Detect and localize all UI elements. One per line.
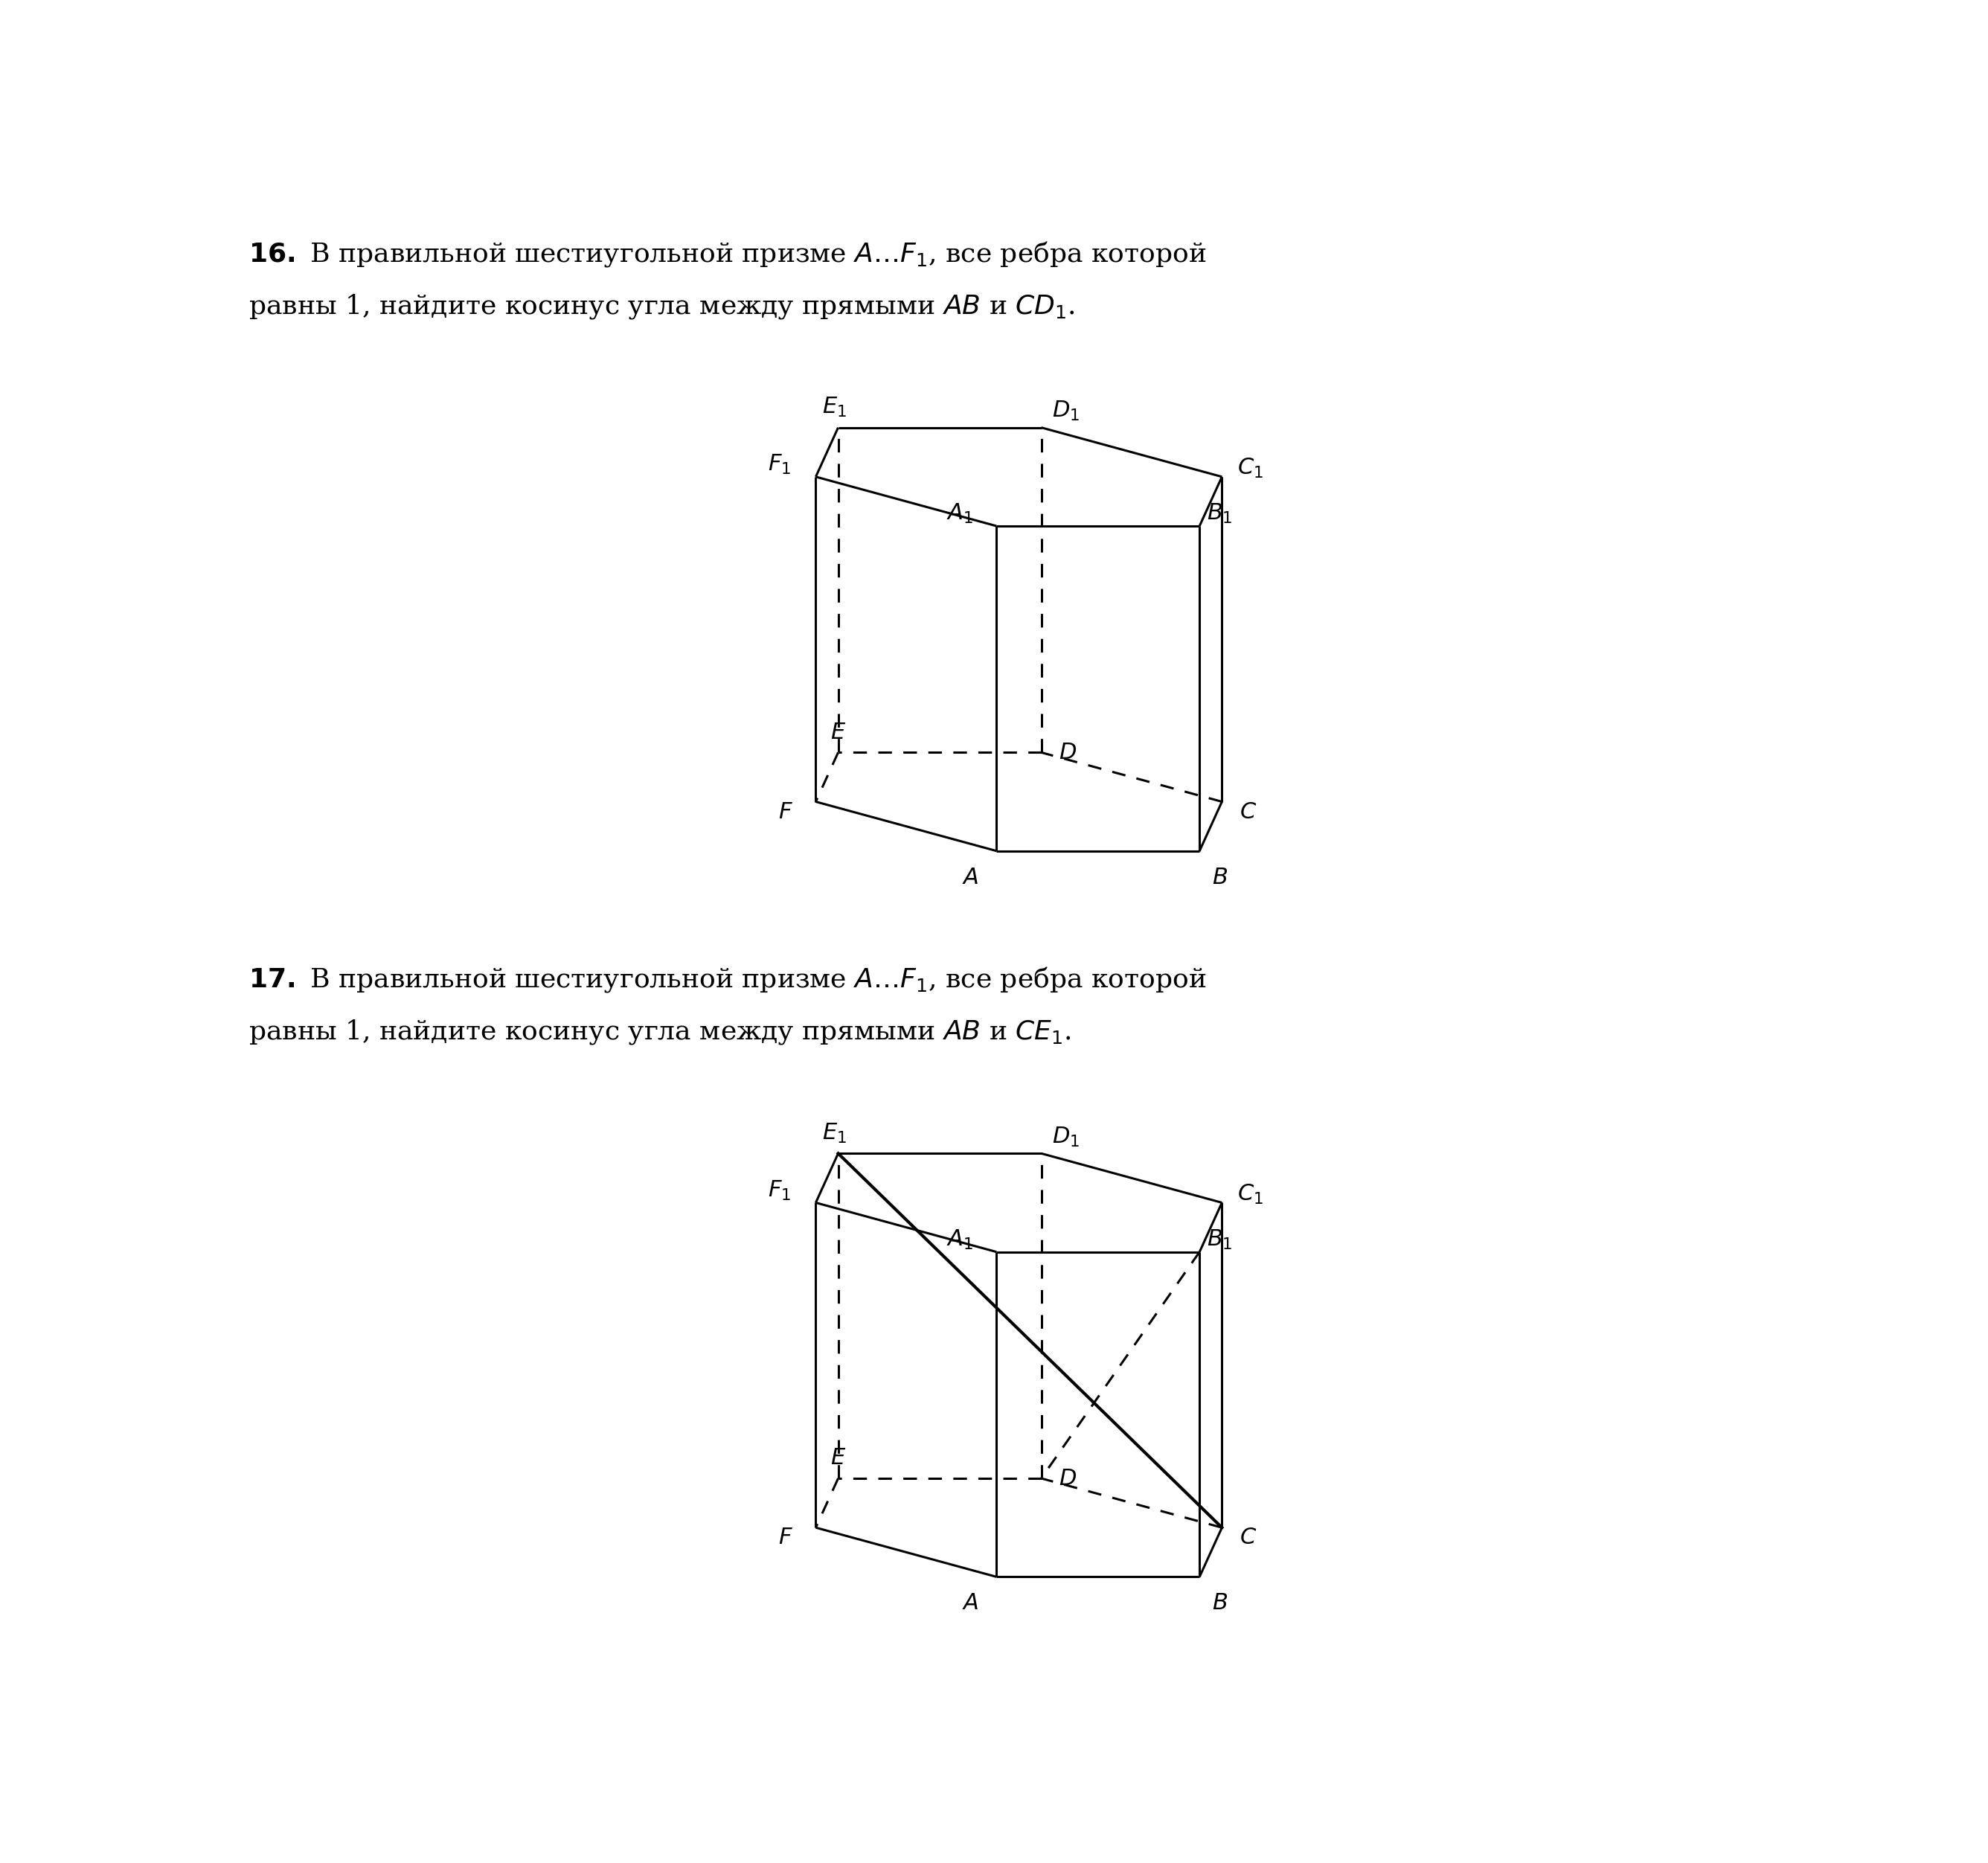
Text: $A$: $A$ <box>962 866 978 889</box>
Text: $C$: $C$ <box>1241 801 1256 823</box>
Text: $D$: $D$ <box>1060 741 1077 764</box>
Text: равны 1, найдите косинус угла между прямыми $AB$ и $CD_1$.: равны 1, найдите косинус угла между прям… <box>248 292 1076 320</box>
Text: $F_1$: $F_1$ <box>767 1179 791 1202</box>
Text: $B$: $B$ <box>1213 866 1229 889</box>
Text: $C_1$: $C_1$ <box>1237 1183 1262 1205</box>
Text: $A$: $A$ <box>962 1593 978 1613</box>
Text: $F$: $F$ <box>777 1528 793 1548</box>
Text: $C$: $C$ <box>1241 1528 1256 1548</box>
Text: $E$: $E$ <box>831 721 847 743</box>
Text: $C_1$: $C_1$ <box>1237 456 1262 481</box>
Text: $D_1$: $D_1$ <box>1052 1125 1079 1149</box>
Text: $E_1$: $E_1$ <box>821 395 847 419</box>
Text: $E_1$: $E_1$ <box>821 1122 847 1144</box>
Text: $F_1$: $F_1$ <box>767 453 791 477</box>
Text: $E$: $E$ <box>831 1448 847 1468</box>
Text: $D_1$: $D_1$ <box>1052 401 1079 423</box>
Text: $B_1$: $B_1$ <box>1207 503 1233 525</box>
Text: $B$: $B$ <box>1213 1593 1229 1613</box>
Text: $\mathbf{17.}$ В правильной шестиугольной призме $A\ldots F_1$, все ребра которо: $\mathbf{17.}$ В правильной шестиугольно… <box>248 965 1207 995</box>
Text: равны 1, найдите косинус угла между прямыми $AB$ и $CE_1$.: равны 1, найдите косинус угла между прям… <box>248 1017 1072 1047</box>
Text: $A_1$: $A_1$ <box>946 503 974 525</box>
Text: $A_1$: $A_1$ <box>946 1228 974 1252</box>
Text: $F$: $F$ <box>777 801 793 823</box>
Text: $D$: $D$ <box>1060 1468 1077 1489</box>
Text: $\mathbf{16.}$ В правильной шестиугольной призме $A\ldots F_1$, все ребра которо: $\mathbf{16.}$ В правильной шестиугольно… <box>248 238 1207 268</box>
Text: $B_1$: $B_1$ <box>1207 1228 1233 1252</box>
